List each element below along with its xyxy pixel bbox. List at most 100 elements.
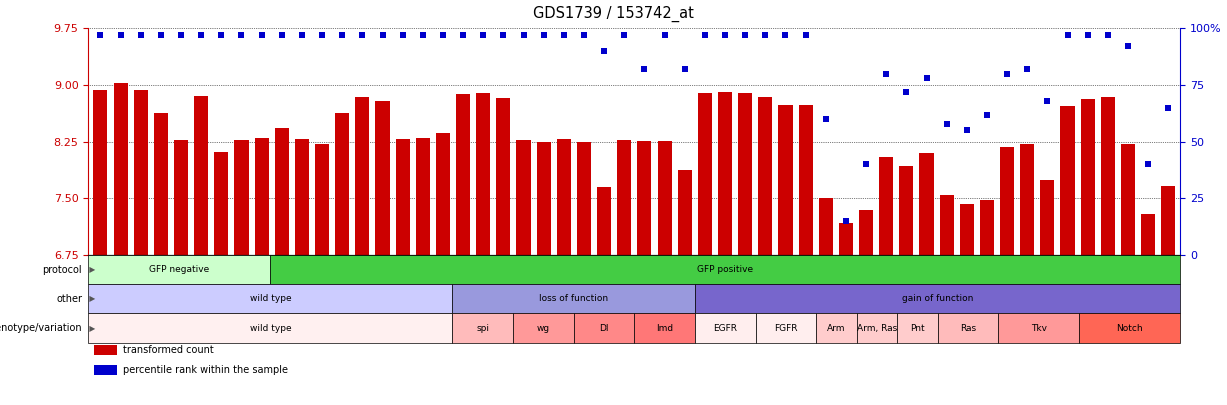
Bar bbox=[677, 171, 692, 255]
Point bbox=[675, 66, 694, 72]
Text: ▶: ▶ bbox=[87, 294, 96, 303]
Text: Pnt: Pnt bbox=[910, 324, 925, 333]
Bar bbox=[215, 151, 228, 255]
Point bbox=[110, 32, 130, 38]
Text: ▶: ▶ bbox=[87, 324, 96, 333]
Text: GDS1739 / 153742_at: GDS1739 / 153742_at bbox=[533, 6, 694, 22]
Bar bbox=[739, 93, 752, 255]
Point bbox=[937, 120, 957, 127]
Text: wg: wg bbox=[536, 324, 550, 333]
Bar bbox=[799, 105, 812, 255]
Point bbox=[1118, 43, 1137, 50]
Text: wild type: wild type bbox=[249, 324, 291, 333]
Text: Notch: Notch bbox=[1117, 324, 1144, 333]
Bar bbox=[1020, 144, 1034, 255]
Point bbox=[715, 32, 735, 38]
Point bbox=[1158, 104, 1178, 111]
Point bbox=[917, 75, 936, 81]
Point bbox=[474, 32, 493, 38]
Text: other: other bbox=[56, 294, 82, 304]
Bar bbox=[818, 198, 833, 255]
Bar bbox=[1000, 147, 1015, 255]
Bar bbox=[395, 139, 410, 255]
Point bbox=[1017, 66, 1037, 72]
Point bbox=[131, 32, 151, 38]
Point bbox=[998, 70, 1017, 77]
Bar bbox=[517, 140, 530, 255]
Point bbox=[594, 48, 614, 54]
Point bbox=[796, 32, 816, 38]
Bar bbox=[335, 113, 350, 255]
Text: gain of function: gain of function bbox=[902, 294, 973, 303]
Bar bbox=[557, 139, 571, 255]
Point bbox=[574, 32, 594, 38]
Text: loss of function: loss of function bbox=[539, 294, 609, 303]
Point bbox=[91, 32, 110, 38]
Bar bbox=[1081, 99, 1094, 255]
Bar bbox=[1060, 106, 1075, 255]
Point bbox=[151, 32, 171, 38]
Point bbox=[1058, 32, 1077, 38]
Bar bbox=[375, 101, 389, 255]
Point bbox=[333, 32, 352, 38]
Point bbox=[775, 32, 795, 38]
Bar bbox=[1141, 214, 1155, 255]
Point bbox=[977, 111, 996, 118]
Bar bbox=[617, 140, 632, 255]
Point bbox=[1098, 32, 1118, 38]
Bar bbox=[153, 113, 168, 255]
Bar bbox=[436, 133, 450, 255]
Point bbox=[453, 32, 472, 38]
Bar bbox=[416, 138, 429, 255]
Bar bbox=[234, 140, 249, 255]
Text: Tkv: Tkv bbox=[1031, 324, 1047, 333]
Point bbox=[897, 89, 917, 95]
Bar bbox=[1161, 186, 1175, 255]
Text: Dl: Dl bbox=[599, 324, 609, 333]
Text: genotype/variation: genotype/variation bbox=[0, 323, 82, 333]
Point bbox=[232, 32, 252, 38]
Bar bbox=[839, 223, 853, 255]
Point bbox=[493, 32, 513, 38]
Point bbox=[1077, 32, 1097, 38]
Point bbox=[957, 127, 977, 134]
Bar bbox=[356, 97, 369, 255]
Text: EGFR: EGFR bbox=[713, 324, 737, 333]
Bar bbox=[114, 83, 128, 255]
Bar bbox=[960, 205, 974, 255]
Bar bbox=[174, 140, 188, 255]
Bar bbox=[598, 187, 611, 255]
Text: Arm: Arm bbox=[827, 324, 845, 333]
Bar bbox=[476, 93, 491, 255]
Point bbox=[634, 66, 654, 72]
Text: FGFR: FGFR bbox=[774, 324, 798, 333]
Point bbox=[393, 32, 412, 38]
Text: ▶: ▶ bbox=[87, 265, 96, 274]
Point bbox=[352, 32, 372, 38]
Text: Arm, Ras: Arm, Ras bbox=[856, 324, 897, 333]
Point bbox=[655, 32, 675, 38]
Bar bbox=[315, 144, 329, 255]
Point bbox=[816, 116, 836, 122]
Text: GFP positive: GFP positive bbox=[697, 265, 753, 274]
Text: spi: spi bbox=[476, 324, 490, 333]
Point bbox=[735, 32, 755, 38]
Bar bbox=[194, 96, 209, 255]
Bar bbox=[899, 166, 913, 255]
Point bbox=[555, 32, 574, 38]
Point bbox=[876, 70, 896, 77]
Point bbox=[211, 32, 231, 38]
Text: lmd: lmd bbox=[656, 324, 674, 333]
Bar bbox=[658, 141, 671, 255]
Point bbox=[1038, 98, 1058, 104]
Bar bbox=[758, 97, 772, 255]
Text: wild type: wild type bbox=[249, 294, 291, 303]
Point bbox=[172, 32, 191, 38]
Point bbox=[1139, 161, 1158, 168]
Bar bbox=[1040, 179, 1054, 255]
Text: GFP negative: GFP negative bbox=[150, 265, 210, 274]
Bar bbox=[577, 142, 591, 255]
Bar bbox=[254, 138, 269, 255]
Bar bbox=[718, 92, 733, 255]
Bar bbox=[778, 105, 793, 255]
